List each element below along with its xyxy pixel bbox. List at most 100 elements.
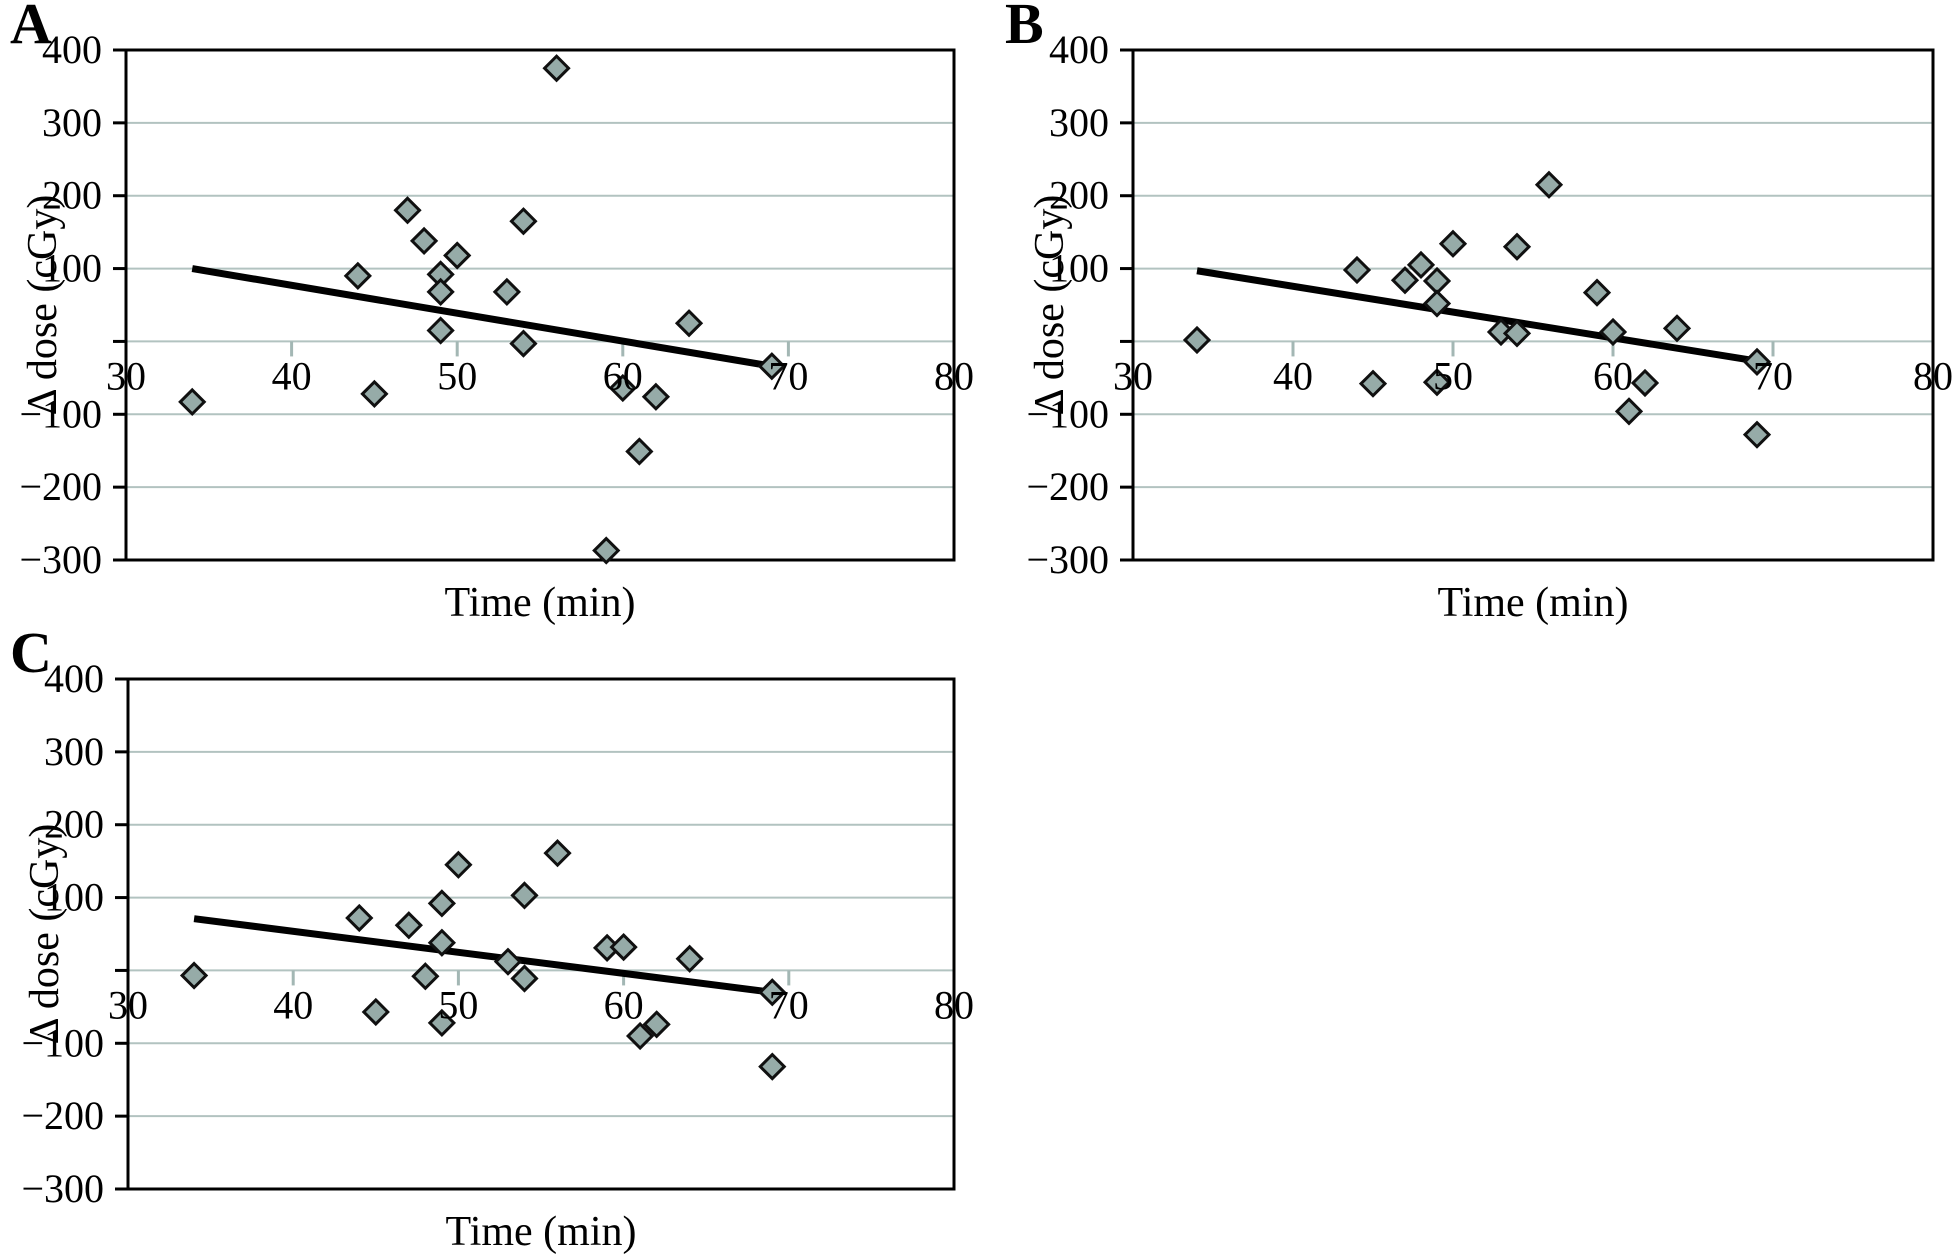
- x-tick-label-70: 70: [769, 982, 809, 1027]
- data-point: [426, 277, 455, 307]
- plot-border: [1131, 48, 1935, 562]
- data-point: [1406, 250, 1436, 280]
- y-tick-label-200: 200: [42, 173, 102, 218]
- data-point: [641, 382, 671, 411]
- x-tick-label-80: 80: [934, 353, 974, 398]
- data-point: [510, 881, 539, 910]
- panel-c: C 400 300 200 100 −100 −200 −300 30 40 50 60 70 80 Ti…: [0, 620, 979, 1258]
- data-point: [179, 961, 209, 990]
- plot-border: [126, 677, 956, 1191]
- data-point: [1182, 325, 1212, 355]
- data-point: [1614, 397, 1644, 426]
- x-tick-label-30: 30: [108, 982, 148, 1027]
- data-point: [1422, 266, 1452, 296]
- data-point: [510, 964, 539, 993]
- x-tick-label-50: 50: [437, 353, 477, 398]
- x-tick-label-40: 40: [273, 982, 313, 1027]
- data-point: [1742, 347, 1772, 376]
- y-tick-label--300: −300: [19, 537, 102, 582]
- trend-line: [193, 915, 773, 996]
- trend-line: [191, 265, 773, 370]
- trend-line: [1196, 267, 1758, 365]
- data-point: [1422, 289, 1452, 318]
- data-point: [1438, 229, 1468, 258]
- x-tick-label-70: 70: [768, 353, 808, 398]
- y-tick-label--200: −200: [19, 464, 102, 509]
- data-point: [609, 932, 638, 962]
- data-point: [345, 903, 374, 933]
- data-point: [543, 839, 572, 868]
- data-point: [343, 261, 372, 290]
- scatter-chart-c: 400 300 200 100 −100 −200 −300 30 40 50 60 70 80 Time…: [21, 656, 974, 1255]
- data-point: [1342, 255, 1372, 285]
- y-tick-label-300: 300: [42, 100, 102, 145]
- y-tick-label-200: 200: [44, 802, 104, 847]
- data-point: [509, 207, 538, 236]
- data-point: [427, 889, 457, 918]
- panel-letter-a: A: [10, 0, 52, 56]
- x-tick-label-60: 60: [1593, 353, 1633, 398]
- data-point: [1502, 319, 1532, 348]
- y-tick-label-400: 400: [44, 656, 104, 701]
- data-point: [411, 962, 440, 991]
- data-point: [1502, 232, 1532, 261]
- x-axis-title: Time (min): [446, 1209, 637, 1255]
- x-tick-label-40: 40: [1273, 353, 1313, 398]
- x-axis-title: Time (min): [1438, 580, 1629, 626]
- data-point: [1390, 266, 1420, 295]
- x-tick-label-50: 50: [438, 982, 478, 1027]
- x-tick-label-60: 60: [604, 982, 644, 1027]
- data-point: [1422, 368, 1452, 397]
- data-point: [1630, 368, 1660, 398]
- data-point: [674, 309, 704, 338]
- y-axis-title: Δ dose (cGy): [22, 824, 68, 1045]
- data-point: [509, 329, 538, 358]
- data-point: [642, 1010, 671, 1039]
- panel-letter-c: C: [10, 620, 52, 685]
- data-point: [393, 196, 422, 225]
- data-point: [178, 387, 207, 417]
- y-tick-label-300: 300: [1049, 100, 1109, 145]
- y-tick-label--100: −100: [19, 391, 102, 436]
- empty-panel: [979, 629, 1958, 1258]
- data-point: [1598, 317, 1628, 347]
- x-tick-label-80: 80: [1913, 353, 1953, 398]
- y-tick-label--100: −100: [1026, 391, 1109, 436]
- data-point: [1534, 170, 1564, 199]
- scatter-chart-a: 400 300 200 100 −100 −200 −300 30 40 50 60 70 80 Time…: [19, 27, 974, 626]
- y-tick-label--200: −200: [1026, 464, 1109, 509]
- y-tick-label--100: −100: [21, 1020, 104, 1065]
- x-tick-label-60: 60: [603, 353, 643, 398]
- x-tick-label-70: 70: [1753, 353, 1793, 398]
- y-tick-label--300: −300: [21, 1166, 104, 1211]
- data-point: [492, 277, 522, 307]
- data-point: [409, 226, 439, 256]
- y-tick-label-400: 400: [1049, 27, 1109, 72]
- panel-b: B 400 300 200 100 −100 −200 −300 30 40 50 60 70 80 Ti…: [979, 0, 1958, 629]
- data-point: [427, 928, 457, 957]
- data-point: [1742, 420, 1772, 449]
- data-point: [592, 536, 621, 565]
- x-tick-label-30: 30: [1113, 353, 1153, 398]
- data-point: [758, 1052, 787, 1081]
- data-point: [675, 944, 704, 973]
- y-tick-label--200: −200: [21, 1093, 104, 1138]
- y-tick-label-400: 400: [42, 27, 102, 72]
- panel-a: A 400 300 200 100 −100 −200 −300 30 40 50 60 70 80 Ti…: [0, 0, 979, 629]
- y-tick-label-300: 300: [44, 729, 104, 774]
- data-point: [360, 379, 389, 409]
- data-point: [443, 241, 472, 270]
- y-tick-label--300: −300: [1026, 537, 1109, 582]
- y-tick-label-200: 200: [1049, 173, 1109, 218]
- data-point: [757, 352, 786, 381]
- data-point: [608, 373, 637, 403]
- x-tick-label-80: 80: [934, 982, 974, 1027]
- data-point: [758, 978, 787, 1007]
- y-tick-label-100: 100: [1049, 246, 1109, 291]
- data-point: [1582, 278, 1612, 307]
- data-point: [1358, 369, 1388, 398]
- data-point: [625, 437, 654, 466]
- data-point: [625, 1021, 655, 1051]
- panel-letter-b: B: [1005, 0, 1044, 56]
